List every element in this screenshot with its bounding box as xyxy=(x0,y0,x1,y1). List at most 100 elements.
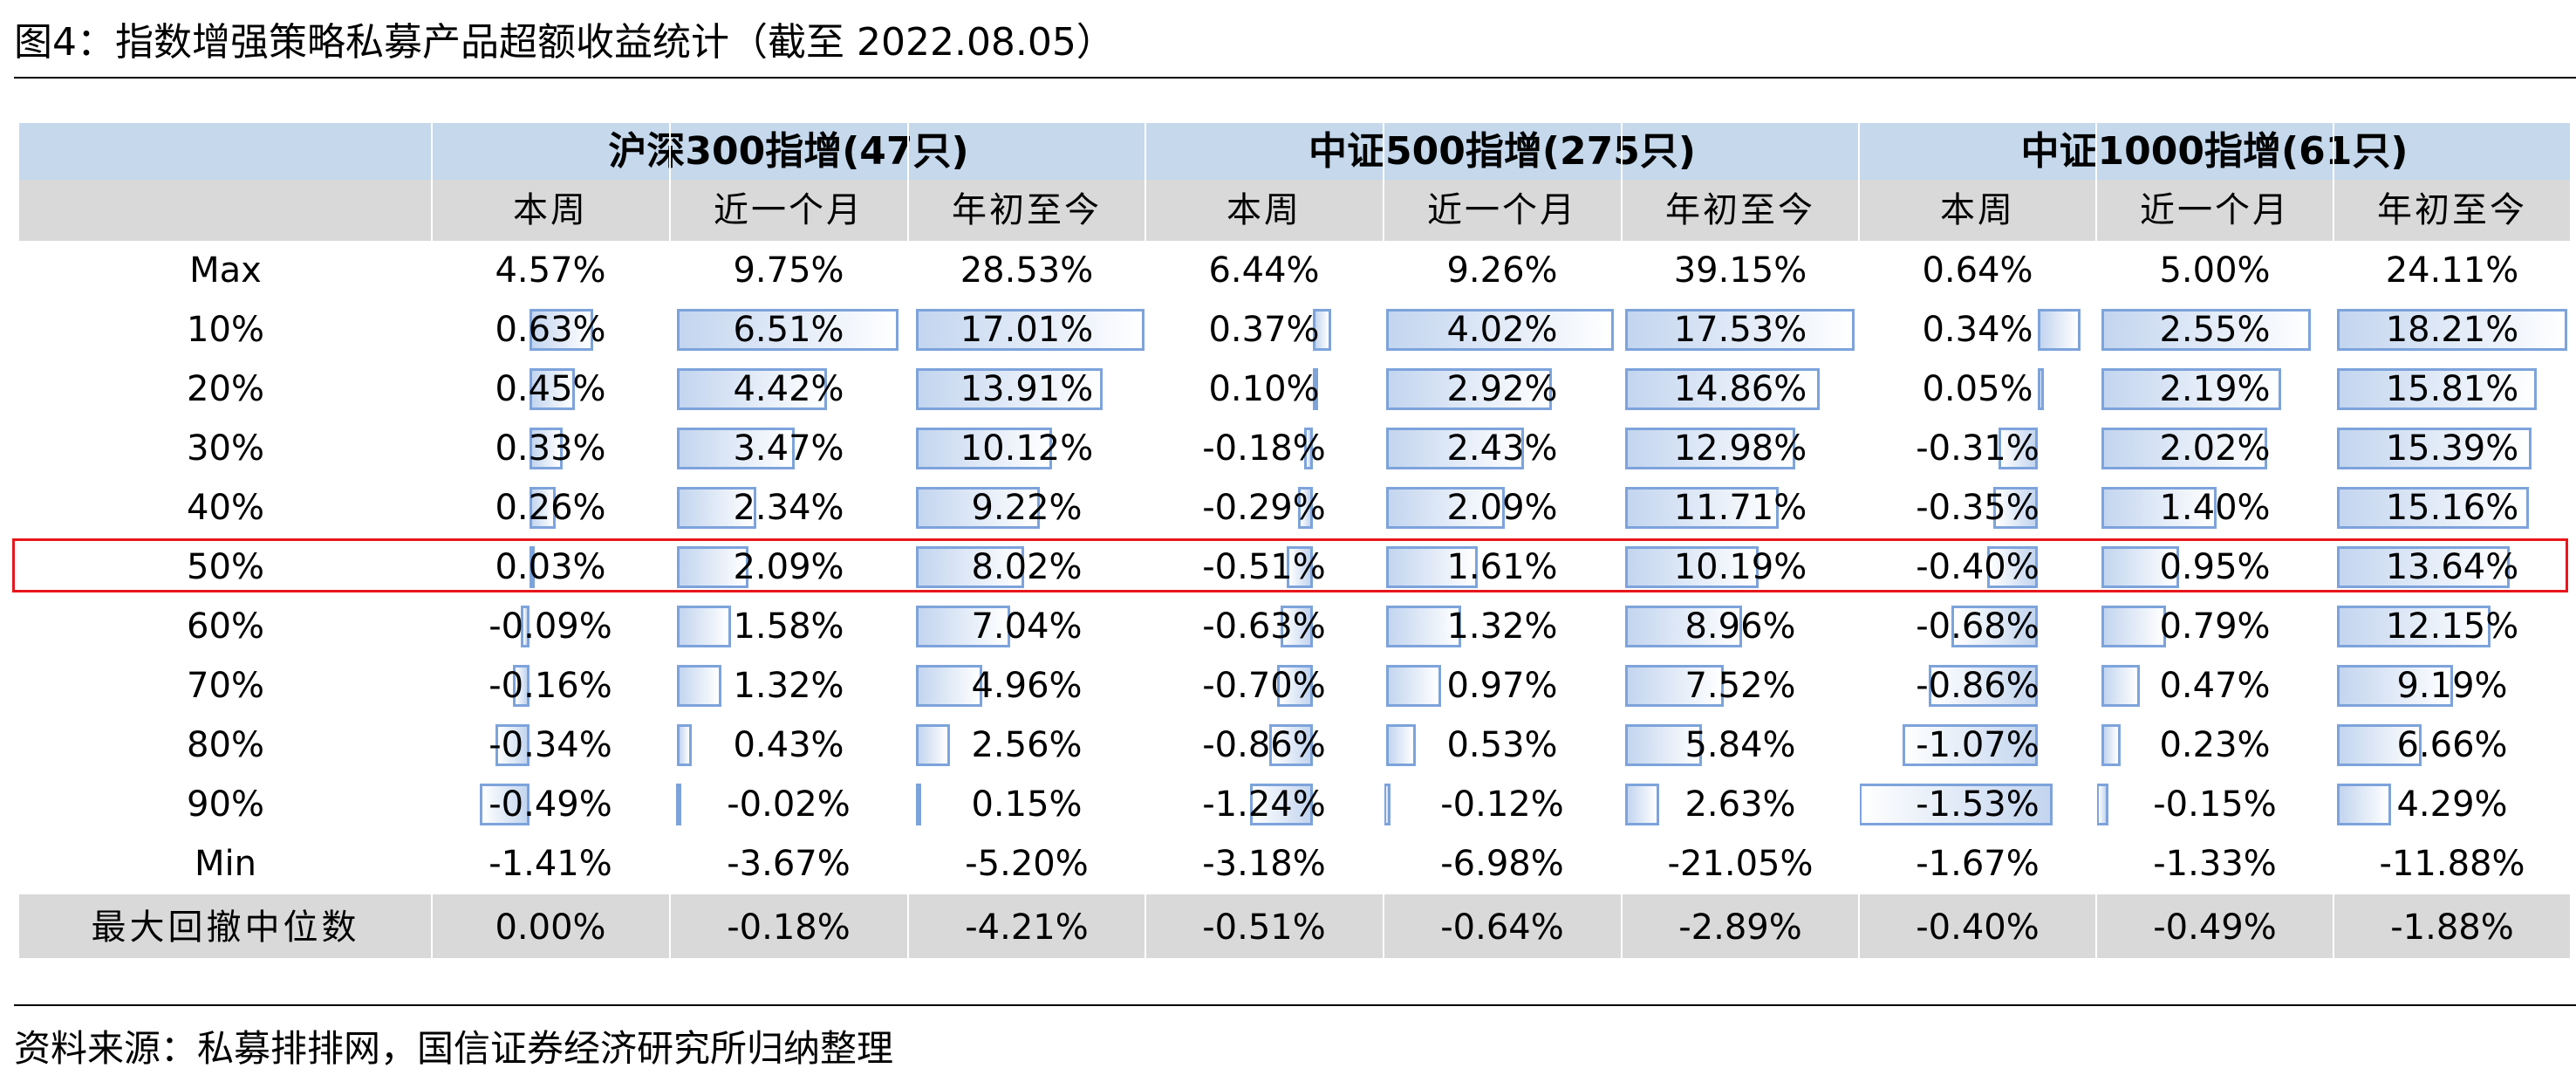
table-cell: -0.86% xyxy=(1859,656,2096,716)
table-cell: 24.11% xyxy=(2333,241,2571,300)
table-cell: 2.92% xyxy=(1384,360,1621,419)
table-cell: 10.19% xyxy=(1622,538,1859,597)
table-cell: 0.10% xyxy=(1145,360,1383,419)
cell-value: 13.91% xyxy=(960,369,1094,409)
cell-value: 0.15% xyxy=(971,784,1083,825)
table-cell: -1.41% xyxy=(432,834,669,894)
data-bar xyxy=(2101,546,2180,588)
table-cell: 15.16% xyxy=(2333,478,2571,538)
cell-value: -11.88% xyxy=(2379,844,2525,884)
table-cell: 13.91% xyxy=(908,360,1145,419)
cell-value: 2.92% xyxy=(1446,369,1558,409)
cell-value: 11.71% xyxy=(1673,488,1807,528)
data-bar xyxy=(2337,606,2491,647)
cell-value: -0.35% xyxy=(1916,488,2040,528)
table-cell: 14.86% xyxy=(1622,360,1859,419)
table-cell: 15.39% xyxy=(2333,419,2571,478)
data-bar xyxy=(1386,368,1552,410)
data-bar xyxy=(1999,428,2038,469)
table-cell: 0.97% xyxy=(1384,656,1621,716)
row-label: 90% xyxy=(187,784,264,825)
cell-value: -1.67% xyxy=(1916,844,2040,884)
data-bar xyxy=(2337,724,2422,766)
data-bar xyxy=(1625,724,1702,766)
table-cell: 2.02% xyxy=(2096,419,2333,478)
cell-value: 0.23% xyxy=(2159,725,2271,765)
cell-value: -1.53% xyxy=(1916,784,2040,825)
cell-value: 0.34% xyxy=(1922,310,2033,350)
data-bar xyxy=(1313,309,1332,351)
table-cell: -6.98% xyxy=(1384,834,1621,894)
row-label: 50% xyxy=(187,547,264,587)
table-cell: 3.47% xyxy=(670,419,907,478)
table-cell: 6.51% xyxy=(670,300,907,360)
table-row: 最大回撤中位数 0.00% -0.18% -4.21% -0.51% -0.64% -2.8… xyxy=(19,898,2570,957)
cell-value: 39.15% xyxy=(1673,250,1807,291)
group-header-band xyxy=(19,123,2570,180)
data-bar xyxy=(1287,546,1313,588)
table-cell: -0.40% xyxy=(1859,538,2096,597)
data-bar xyxy=(1250,784,1313,825)
table-cell: 17.01% xyxy=(908,300,1145,360)
table-row: 20% 0.45% 4.42% 13.91% 0.10% 2.92% 14.86% 0.05%… xyxy=(19,360,2570,419)
table-cell: -0.09% xyxy=(432,597,669,656)
cell-value: 9.75% xyxy=(733,250,844,291)
table-cell: 2.34% xyxy=(670,478,907,538)
cell-value: -1.88% xyxy=(2390,907,2514,948)
row-label: 40% xyxy=(187,488,264,528)
table-cell: 2.09% xyxy=(670,538,907,597)
table-row: 30% 0.33% 3.47% 10.12% -0.18% 2.43% 12.98% -0.3… xyxy=(19,419,2570,478)
table-row: 10% 0.63% 6.51% 17.01% 0.37% 4.02% 17.53% 0.34%… xyxy=(19,300,2570,360)
table-cell: 39.15% xyxy=(1622,241,1859,300)
data-bar xyxy=(1859,784,2053,825)
data-bar xyxy=(1386,428,1524,469)
table-cell: -0.49% xyxy=(432,775,669,834)
table-cell: -0.40% xyxy=(1859,898,2096,957)
table-cell: 0.34% xyxy=(1859,300,2096,360)
data-bar xyxy=(916,724,951,766)
group-header-zz500: 中证500指增(275只) xyxy=(1308,129,1696,174)
table-cell: 18.21% xyxy=(2333,300,2571,360)
cell-value: 18.21% xyxy=(2385,310,2519,350)
table-cell: -11.88% xyxy=(2333,834,2571,894)
data-bar xyxy=(1386,665,1442,707)
data-bar xyxy=(2337,546,2510,588)
title-rule xyxy=(14,77,2576,79)
row-label: 60% xyxy=(187,606,264,647)
table-row: 40% 0.26% 2.34% 9.22% -0.29% 2.09% 11.71% -0.35… xyxy=(19,478,2570,538)
cell-value: -0.18% xyxy=(1202,428,1326,469)
table-cell: 5.84% xyxy=(1622,716,1859,775)
table-cell: 2.55% xyxy=(2096,300,2333,360)
cell-value: 1.32% xyxy=(733,666,844,706)
cell-value: 2.43% xyxy=(1446,428,1558,469)
table-cell: 0.64% xyxy=(1859,241,2096,300)
table-cell: 0.00% xyxy=(432,898,669,957)
data-bar xyxy=(677,724,692,766)
table-cell: 0.33% xyxy=(432,419,669,478)
data-bar xyxy=(916,368,1104,410)
column-header-5: 年初至今 xyxy=(1665,190,1815,230)
row-label: Min xyxy=(195,844,256,884)
column-header-4: 近一个月 xyxy=(1427,190,1577,230)
data-bar xyxy=(1384,784,1390,825)
cell-value: 4.29% xyxy=(2396,784,2508,825)
table-cell: 1.58% xyxy=(670,597,907,656)
cell-value: 7.04% xyxy=(971,606,1083,647)
data-bar xyxy=(916,309,1145,351)
cell-value: 28.53% xyxy=(960,250,1094,291)
cell-value: -0.49% xyxy=(489,784,612,825)
excess-return-table: 沪深300指增(47只) 中证500指增(275只) 中证1000指增(61只)… xyxy=(19,123,2570,958)
cell-value: 15.16% xyxy=(2385,488,2519,528)
cell-value: 15.81% xyxy=(2385,369,2519,409)
drawdown-row-band xyxy=(19,894,2570,958)
cell-value: -0.63% xyxy=(1202,606,1326,647)
data-bar xyxy=(677,665,722,707)
data-bar xyxy=(916,428,1052,469)
data-bar xyxy=(1625,368,1820,410)
table-cell: -1.53% xyxy=(1859,775,2096,834)
cell-value: 6.44% xyxy=(1208,250,1320,291)
cell-value: 4.02% xyxy=(1446,310,1558,350)
data-bar xyxy=(1993,487,2038,529)
table-cell: -1.88% xyxy=(2333,898,2571,957)
cell-value: -0.51% xyxy=(1202,547,1326,587)
